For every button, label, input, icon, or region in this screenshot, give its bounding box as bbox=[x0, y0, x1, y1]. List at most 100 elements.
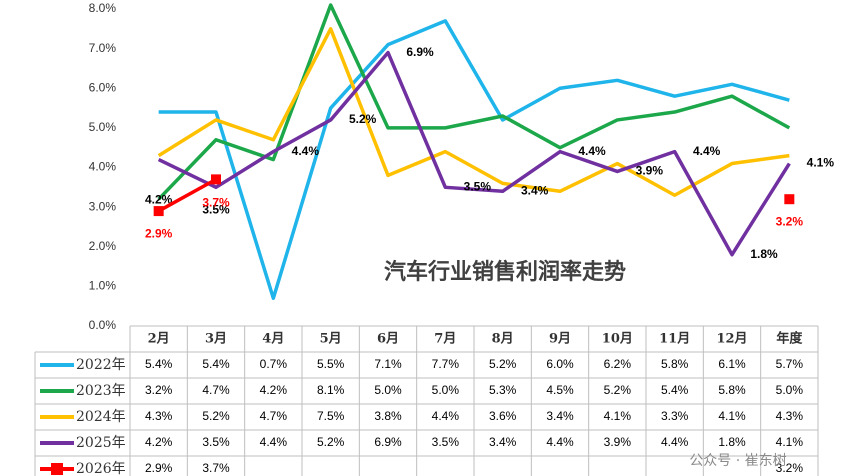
table-cell: 1.8% bbox=[718, 435, 746, 449]
table-cell: 7.7% bbox=[432, 357, 460, 371]
table-cell: 5.8% bbox=[718, 383, 746, 397]
table-cell: 3.2% bbox=[776, 461, 804, 475]
table-cell: 4.4% bbox=[260, 435, 288, 449]
x-tick-label: 10月 bbox=[602, 332, 633, 347]
x-tick-label: 年度 bbox=[776, 331, 803, 347]
legend-label: 2026年 bbox=[76, 461, 126, 476]
x-tick-label: 4月 bbox=[262, 332, 284, 347]
x-tick-label: 12月 bbox=[716, 332, 747, 347]
table-cell: 4.3% bbox=[145, 409, 173, 423]
table-cell: 5.0% bbox=[432, 383, 460, 397]
table-cell: 4.4% bbox=[432, 409, 460, 423]
table-cell: 3.6% bbox=[489, 409, 517, 423]
marker bbox=[211, 174, 221, 185]
series-line bbox=[157, 3, 791, 201]
data-label: 3.5% bbox=[464, 179, 492, 193]
data-label: 3.9% bbox=[636, 164, 664, 178]
x-tick-label: 7月 bbox=[434, 332, 456, 347]
data-label: 4.4% bbox=[578, 144, 606, 158]
y-tick-label: 5.0% bbox=[89, 120, 117, 134]
table-cell: 6.9% bbox=[374, 435, 402, 449]
table-cell: 3.9% bbox=[604, 435, 632, 449]
table-cell: 3.8% bbox=[374, 409, 402, 423]
table-cell: 5.3% bbox=[489, 383, 517, 397]
data-label: 3.4% bbox=[521, 183, 549, 197]
table-cell: 4.1% bbox=[776, 435, 804, 449]
x-tick-label: 8月 bbox=[492, 332, 514, 347]
table-cell: 3.4% bbox=[546, 409, 574, 423]
table-cell: 5.8% bbox=[661, 357, 689, 371]
data-label: 4.4% bbox=[693, 144, 721, 158]
x-tick-label: 3月 bbox=[205, 332, 227, 347]
table-cell: 4.2% bbox=[145, 435, 173, 449]
data-label: 2.9% bbox=[145, 226, 173, 240]
x-tick-label: 5月 bbox=[320, 332, 342, 347]
data-label: 4.2% bbox=[145, 193, 173, 207]
table-cell: 5.4% bbox=[145, 357, 173, 371]
data-label: 1.8% bbox=[750, 247, 778, 261]
table-cell: 3.7% bbox=[202, 461, 230, 475]
legend-label: 2023年 bbox=[76, 383, 126, 399]
table-cell: 5.5% bbox=[317, 357, 345, 371]
table-cell: 4.1% bbox=[604, 409, 632, 423]
data-label: 4.4% bbox=[292, 144, 320, 158]
table-cell: 3.5% bbox=[432, 435, 460, 449]
legend-marker bbox=[51, 463, 63, 475]
marker bbox=[784, 194, 795, 205]
table-cell: 6.1% bbox=[718, 357, 746, 371]
data-label: 4.1% bbox=[807, 156, 835, 170]
data-table: 2月 3月 4月 5月 6月 7月 8月 9月 10月 11月 12月 年度 2022年 5.4% 5.4%… bbox=[34, 325, 819, 476]
table-cell: 2.9% bbox=[145, 461, 173, 475]
table-cell: 4.5% bbox=[546, 383, 574, 397]
plot: 0.0% 1.0% 2.0% 3.0% 4.0% 5.0% 6.0% 7.0% 8.0% 2月 3月… bbox=[34, 1, 835, 476]
y-tick-label: 3.0% bbox=[89, 199, 117, 213]
legend-label: 2022年 bbox=[76, 357, 126, 373]
x-tick-label: 2月 bbox=[148, 332, 170, 347]
table-cell: 4.7% bbox=[260, 409, 288, 423]
table-cell: 4.4% bbox=[661, 435, 689, 449]
data-label: 5.2% bbox=[349, 112, 377, 126]
y-tick-label: 4.0% bbox=[89, 160, 117, 174]
chart-title: 汽车行业销售利润率走势 bbox=[384, 259, 626, 285]
table-cell: 5.4% bbox=[661, 383, 689, 397]
table-cell: 3.5% bbox=[202, 435, 230, 449]
table-cell: 5.2% bbox=[202, 409, 230, 423]
x-tick-label: 6月 bbox=[377, 332, 399, 347]
table-cell: 0.7% bbox=[260, 357, 288, 371]
table-cell: 7.5% bbox=[317, 409, 345, 423]
y-tick-label: 8.0% bbox=[89, 1, 117, 15]
watermark: 公众号 · 崔东树 bbox=[689, 453, 786, 469]
table-cell: 5.0% bbox=[374, 383, 402, 397]
legend-label: 2024年 bbox=[76, 409, 126, 425]
table-cell: 5.2% bbox=[489, 357, 517, 371]
table-cell: 3.4% bbox=[489, 435, 517, 449]
series-line bbox=[157, 27, 790, 197]
y-tick-label: 2.0% bbox=[89, 239, 117, 253]
table-cell: 7.1% bbox=[374, 357, 402, 371]
data-label: 3.2% bbox=[776, 214, 804, 228]
table-cell: 4.1% bbox=[718, 409, 746, 423]
y-tick-label: 7.0% bbox=[89, 41, 117, 55]
legend-label: 2025年 bbox=[76, 435, 126, 451]
table-cell: 4.7% bbox=[202, 383, 230, 397]
table-cell: 5.0% bbox=[776, 383, 804, 397]
table-cell: 5.7% bbox=[776, 357, 804, 371]
data-label: 6.9% bbox=[406, 45, 434, 59]
marker bbox=[153, 206, 164, 217]
table-cell: 5.2% bbox=[317, 435, 345, 449]
x-tick-label: 11月 bbox=[659, 332, 690, 347]
table-cell: 4.4% bbox=[546, 435, 574, 449]
y-tick-label: 0.0% bbox=[89, 318, 117, 332]
y-tick-label: 6.0% bbox=[89, 80, 117, 94]
y-tick-label: 1.0% bbox=[89, 279, 117, 293]
series-line bbox=[157, 50, 791, 257]
table-cell: 5.2% bbox=[604, 383, 632, 397]
series-line bbox=[158, 19, 790, 301]
table-cell: 3.3% bbox=[661, 409, 689, 423]
data-label: 3.7% bbox=[202, 196, 230, 210]
x-tick-label: 9月 bbox=[549, 332, 571, 347]
table-cell: 6.0% bbox=[546, 357, 574, 371]
table-cell: 8.1% bbox=[317, 383, 345, 397]
table-cell: 3.2% bbox=[145, 383, 173, 397]
